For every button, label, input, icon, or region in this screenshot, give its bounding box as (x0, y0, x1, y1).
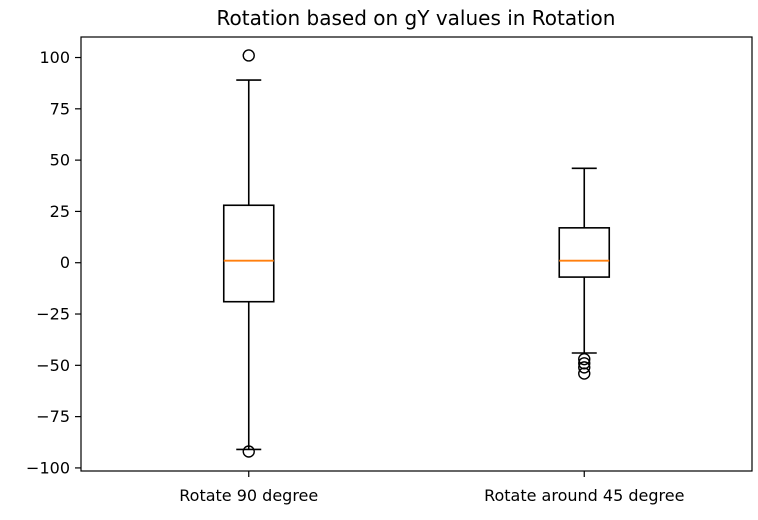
y-tick-label: 75 (50, 99, 70, 118)
y-tick-label: −50 (36, 356, 70, 375)
x-axis: Rotate 90 degree Rotate around 45 degree (179, 471, 684, 505)
y-axis: 100 75 50 25 0 −25 −50 −75 −100 (26, 48, 81, 477)
outlier-point (578, 352, 591, 366)
y-tick-label: −25 (36, 305, 70, 324)
box-series (222, 49, 611, 458)
y-tick-label: 50 (50, 151, 70, 170)
chart-title: Rotation based on gY values in Rotation (217, 6, 616, 30)
box-group (558, 167, 611, 380)
y-tick-label: 0 (60, 253, 70, 272)
x-tick-label: Rotate around 45 degree (484, 486, 684, 505)
iqr-box (558, 227, 611, 278)
outlier-point (578, 367, 591, 380)
box-group (222, 49, 275, 458)
outlier-point (578, 361, 591, 374)
outlier-point (242, 445, 255, 458)
y-tick-label: 25 (50, 202, 70, 221)
y-tick-label: 100 (39, 48, 70, 67)
outlier-point (578, 357, 591, 370)
x-tick-label: Rotate 90 degree (179, 486, 318, 505)
y-tick-label: −100 (26, 458, 70, 477)
outlier-point (242, 49, 255, 62)
plot-area-frame (80, 36, 753, 472)
iqr-box (222, 204, 275, 303)
y-tick-label: −75 (36, 407, 70, 426)
